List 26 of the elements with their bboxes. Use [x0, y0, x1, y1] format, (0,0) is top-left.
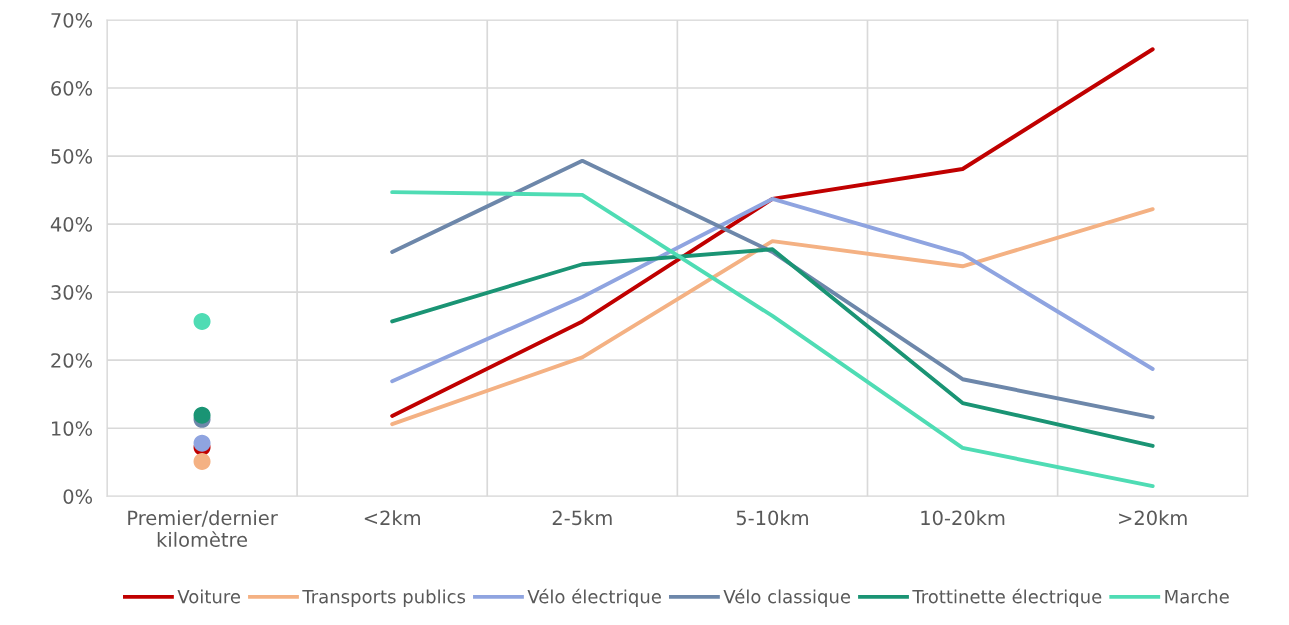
- x-tick-label: 10-20km: [921, 510, 1005, 526]
- x-tick-label: 5-10km: [736, 510, 808, 526]
- legend-label: Voiture: [177, 589, 241, 604]
- legend-label: Trottinette électrique: [912, 588, 1102, 607]
- x-tick-label: <2km: [364, 510, 420, 525]
- legend-label: Transports publics: [302, 589, 466, 607]
- y-tick-label: 60%: [51, 80, 93, 96]
- y-tick-label: 40%: [50, 217, 93, 232]
- y-tick-label: 10%: [52, 421, 93, 436]
- legend-label: Marche: [1165, 589, 1229, 604]
- legend-label: Vélo électrique: [527, 588, 661, 607]
- y-tick-label: 70%: [51, 12, 93, 28]
- y-tick-label: 20%: [51, 353, 93, 368]
- line-series: [390, 190, 1155, 488]
- line-series: [390, 207, 1155, 427]
- line-series: [390, 196, 1155, 384]
- x-tick-label: 2-5km: [552, 510, 612, 526]
- line-series: [390, 47, 1155, 418]
- y-tick-label: 30%: [51, 285, 93, 300]
- line-series: [390, 158, 1155, 420]
- y-tick-label: 0%: [63, 489, 93, 504]
- legend-label: Vélo classique: [723, 588, 851, 607]
- x-tick-label: >20km: [1119, 510, 1187, 526]
- y-tick-label: 50%: [51, 149, 93, 164]
- x-tick-label: Premier/dernier kilomètre: [128, 510, 278, 547]
- line-series: [390, 247, 1155, 448]
